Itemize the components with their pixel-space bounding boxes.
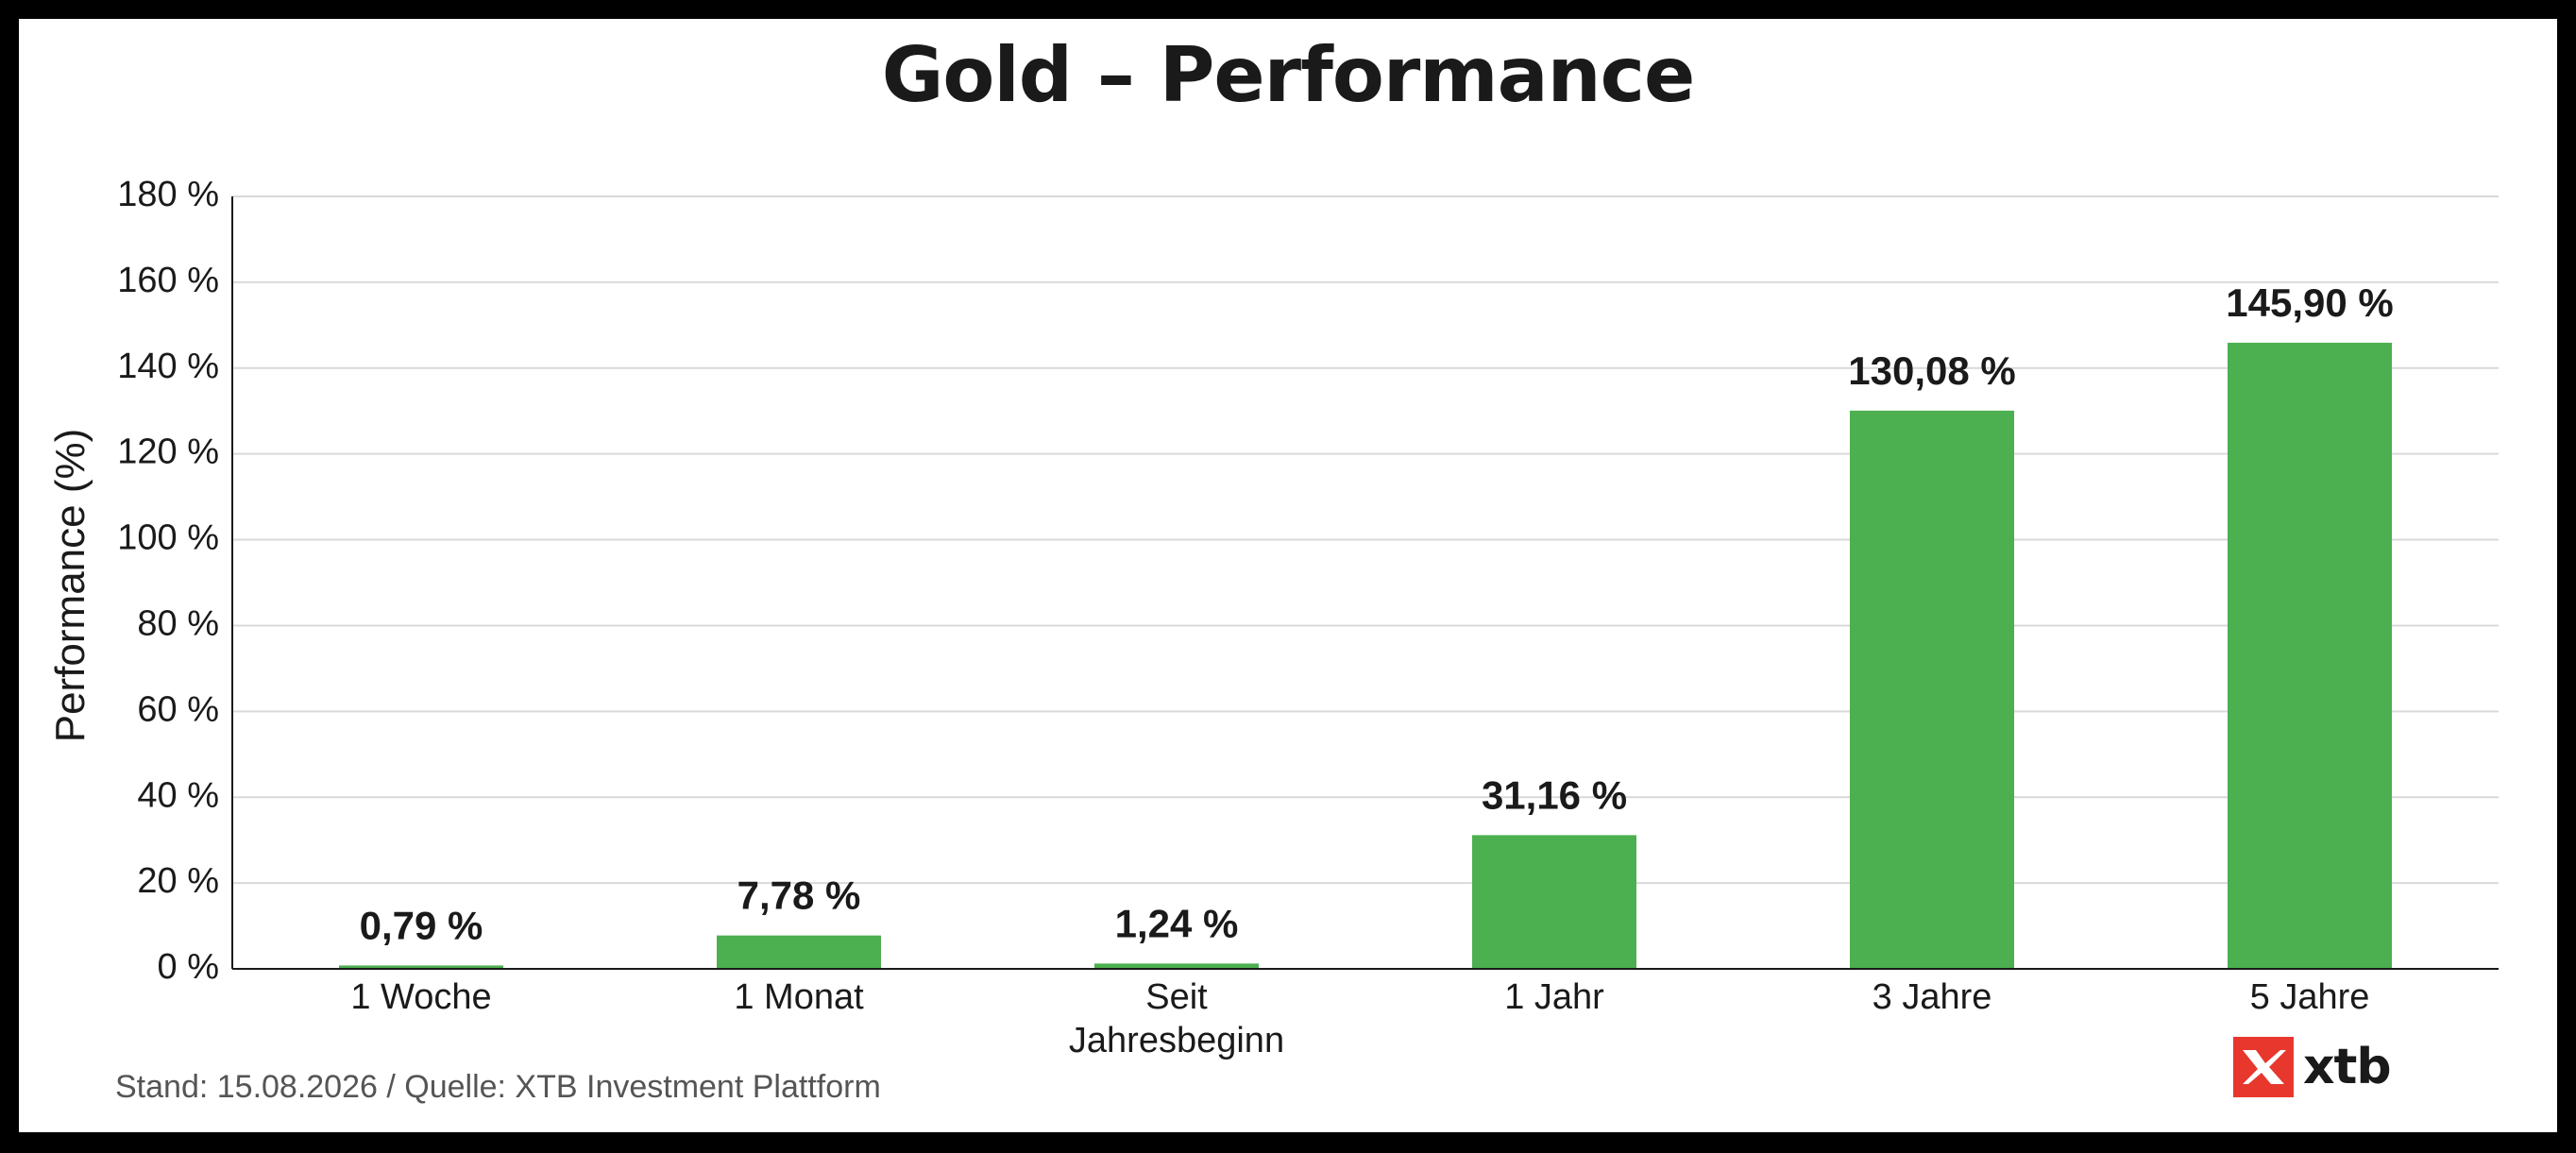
bar — [717, 935, 881, 969]
x-tick-label: Seit — [1145, 977, 1208, 1017]
y-tick-label: 40 % — [137, 775, 219, 815]
x-tick-label: 1 Woche — [350, 977, 491, 1017]
x-tick-label: 1 Monat — [734, 977, 864, 1017]
y-tick-label: 180 % — [117, 175, 219, 214]
x-tick-label: Jahresbeginn — [1069, 1021, 1284, 1060]
data-label: 31,16 % — [1482, 772, 1627, 817]
data-label: 7,78 % — [737, 873, 861, 918]
xtb-logo: xtb — [2233, 1037, 2392, 1097]
bar — [2228, 342, 2392, 969]
y-tick-label: 160 % — [117, 261, 219, 300]
bar — [1850, 410, 2014, 970]
bar — [1094, 963, 1259, 969]
xtb-logo-text: xtb — [2303, 1039, 2392, 1095]
xtb-logo-icon — [2233, 1037, 2294, 1097]
y-tick-label: 100 % — [117, 518, 219, 558]
chart-frame: Gold – Performance Performance (%) 0 % 20… — [19, 19, 2557, 1132]
y-tick-label: 20 % — [137, 861, 219, 901]
bar — [339, 965, 503, 969]
y-tick-label: 80 % — [137, 603, 219, 643]
y-tick-label: 60 % — [137, 689, 219, 729]
x-tick-label: 3 Jahre — [1873, 977, 1992, 1017]
y-tick-label: 0 % — [158, 947, 219, 987]
x-tick-label: 1 Jahr — [1504, 977, 1604, 1017]
x-tick-label: 5 Jahre — [2250, 977, 2370, 1017]
y-tick-label: 140 % — [117, 347, 219, 386]
bar — [1472, 835, 1636, 969]
data-label: 0,79 % — [360, 903, 483, 947]
chart-title: Gold – Performance — [881, 31, 1696, 119]
data-label: 145,90 % — [2226, 280, 2393, 325]
data-label: 130,08 % — [1848, 348, 2015, 393]
source-note: Stand: 15.08.2026 / Quelle: XTB Investme… — [115, 1069, 881, 1105]
bar-chart: 0 % 20 % 40 % 60 % 80 % 100 % 120 % 140 % 160 % 1… — [117, 175, 2499, 1060]
data-label: 1,24 % — [1115, 901, 1239, 945]
y-tick-label: 120 % — [117, 432, 219, 472]
